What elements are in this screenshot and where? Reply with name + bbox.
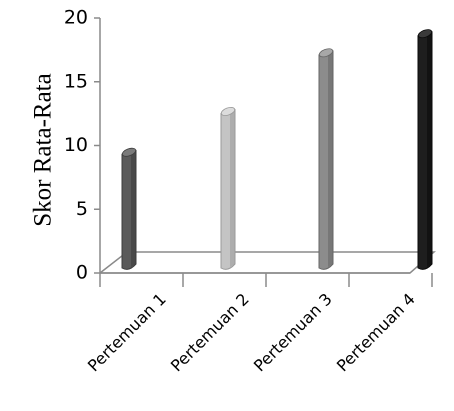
y-tick-label: 5 bbox=[76, 198, 88, 220]
bar-shade bbox=[131, 150, 136, 267]
bar-shade bbox=[328, 50, 333, 267]
y-tick-label: 20 bbox=[64, 7, 88, 29]
plot-floor bbox=[99, 251, 436, 274]
bar bbox=[417, 29, 433, 270]
bar bbox=[318, 48, 334, 270]
y-tick-label: 10 bbox=[64, 134, 88, 156]
bar-shade bbox=[230, 109, 235, 267]
bar-top bbox=[121, 147, 137, 157]
y-tick-labels: 0 5 10 15 20 bbox=[64, 7, 88, 284]
x-category-label: Pertemuan 2 bbox=[167, 289, 253, 375]
bars-group bbox=[121, 29, 433, 270]
y-tick-marks bbox=[94, 17, 100, 274]
bar-top bbox=[318, 48, 334, 58]
x-category-label: Pertemuan 3 bbox=[250, 289, 336, 375]
x-tick-marks bbox=[99, 273, 433, 287]
y-tick-label: 15 bbox=[64, 70, 88, 92]
x-category-label: Pertemuan 4 bbox=[333, 289, 419, 375]
bar bbox=[220, 106, 236, 270]
bar bbox=[121, 147, 137, 270]
bar-top bbox=[220, 106, 236, 116]
bar-top bbox=[417, 29, 433, 39]
y-tick-label: 0 bbox=[76, 262, 88, 284]
x-category-label: Pertemuan 1 bbox=[84, 289, 170, 375]
bar-shade bbox=[427, 31, 432, 267]
y-axis-label: Skor Rata-Rata bbox=[30, 73, 57, 226]
